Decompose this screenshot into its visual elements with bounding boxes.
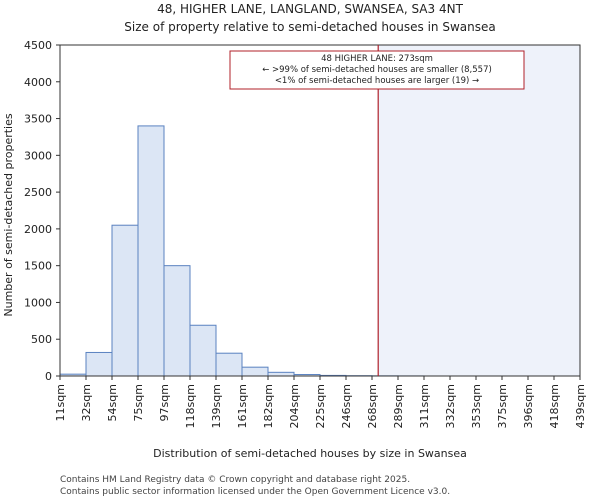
x-tick-label: 32sqm xyxy=(80,384,93,421)
x-tick-label: 161sqm xyxy=(236,384,249,428)
chart-title: 48, HIGHER LANE, LANGLAND, SWANSEA, SA3 … xyxy=(157,2,463,16)
x-tick-label: 75sqm xyxy=(132,384,145,421)
x-tick-label: 118sqm xyxy=(184,384,197,428)
x-tick-label: 439sqm xyxy=(574,384,587,428)
y-tick-label: 0 xyxy=(45,370,52,383)
x-tick-label: 353sqm xyxy=(470,384,483,428)
footer-line-1: Contains HM Land Registry data © Crown c… xyxy=(60,475,410,485)
footer-line-2: Contains public sector information licen… xyxy=(60,487,450,497)
y-tick-label: 2000 xyxy=(24,223,52,236)
y-axis-label: Number of semi-detached properties xyxy=(2,113,15,316)
y-tick-label: 500 xyxy=(31,333,52,346)
bar xyxy=(189,324,217,377)
x-tick-label: 396sqm xyxy=(522,384,535,428)
x-tick-label: 418sqm xyxy=(548,384,561,428)
annotation-line-1: 48 HIGHER LANE: 273sqm xyxy=(321,54,433,64)
x-tick-label: 139sqm xyxy=(210,384,223,428)
x-tick-label: 204sqm xyxy=(288,384,301,428)
x-tick-label: 289sqm xyxy=(392,384,405,428)
bar xyxy=(163,265,191,377)
annotation-box xyxy=(229,50,525,90)
x-tick-label: 54sqm xyxy=(106,384,119,421)
bar xyxy=(111,224,139,377)
x-tick-label: 375sqm xyxy=(496,384,509,428)
bar xyxy=(241,366,269,377)
x-tick-label: 268sqm xyxy=(366,384,379,428)
x-axis-label: Distribution of semi-detached houses by … xyxy=(153,447,467,460)
x-tick-label: 11sqm xyxy=(54,384,67,421)
y-tick-label: 3500 xyxy=(24,113,52,126)
x-tick-label: 225sqm xyxy=(314,384,327,428)
y-tick-label: 4500 xyxy=(24,39,52,52)
y-tick-label: 2500 xyxy=(24,186,52,199)
bar xyxy=(215,352,243,377)
y-tick-label: 1500 xyxy=(24,260,52,273)
y-tick-label: 1000 xyxy=(24,296,52,309)
x-tick-label: 311sqm xyxy=(418,384,431,428)
bar xyxy=(267,371,295,377)
x-tick-label: 332sqm xyxy=(444,384,457,428)
chart-subtitle: Size of property relative to semi-detach… xyxy=(124,20,495,34)
bar xyxy=(137,125,165,377)
annotation-line-2: ← >99% of semi-detached houses are small… xyxy=(262,65,492,75)
larger-region-shade xyxy=(378,45,580,376)
x-tick-label: 182sqm xyxy=(262,384,275,428)
y-tick-label: 4000 xyxy=(24,76,52,89)
annotation-line-3: <1% of semi-detached houses are larger (… xyxy=(275,76,479,86)
x-tick-label: 97sqm xyxy=(158,384,171,421)
x-tick-label: 246sqm xyxy=(340,384,353,428)
y-tick-label: 3000 xyxy=(24,149,52,162)
bar xyxy=(85,351,113,377)
